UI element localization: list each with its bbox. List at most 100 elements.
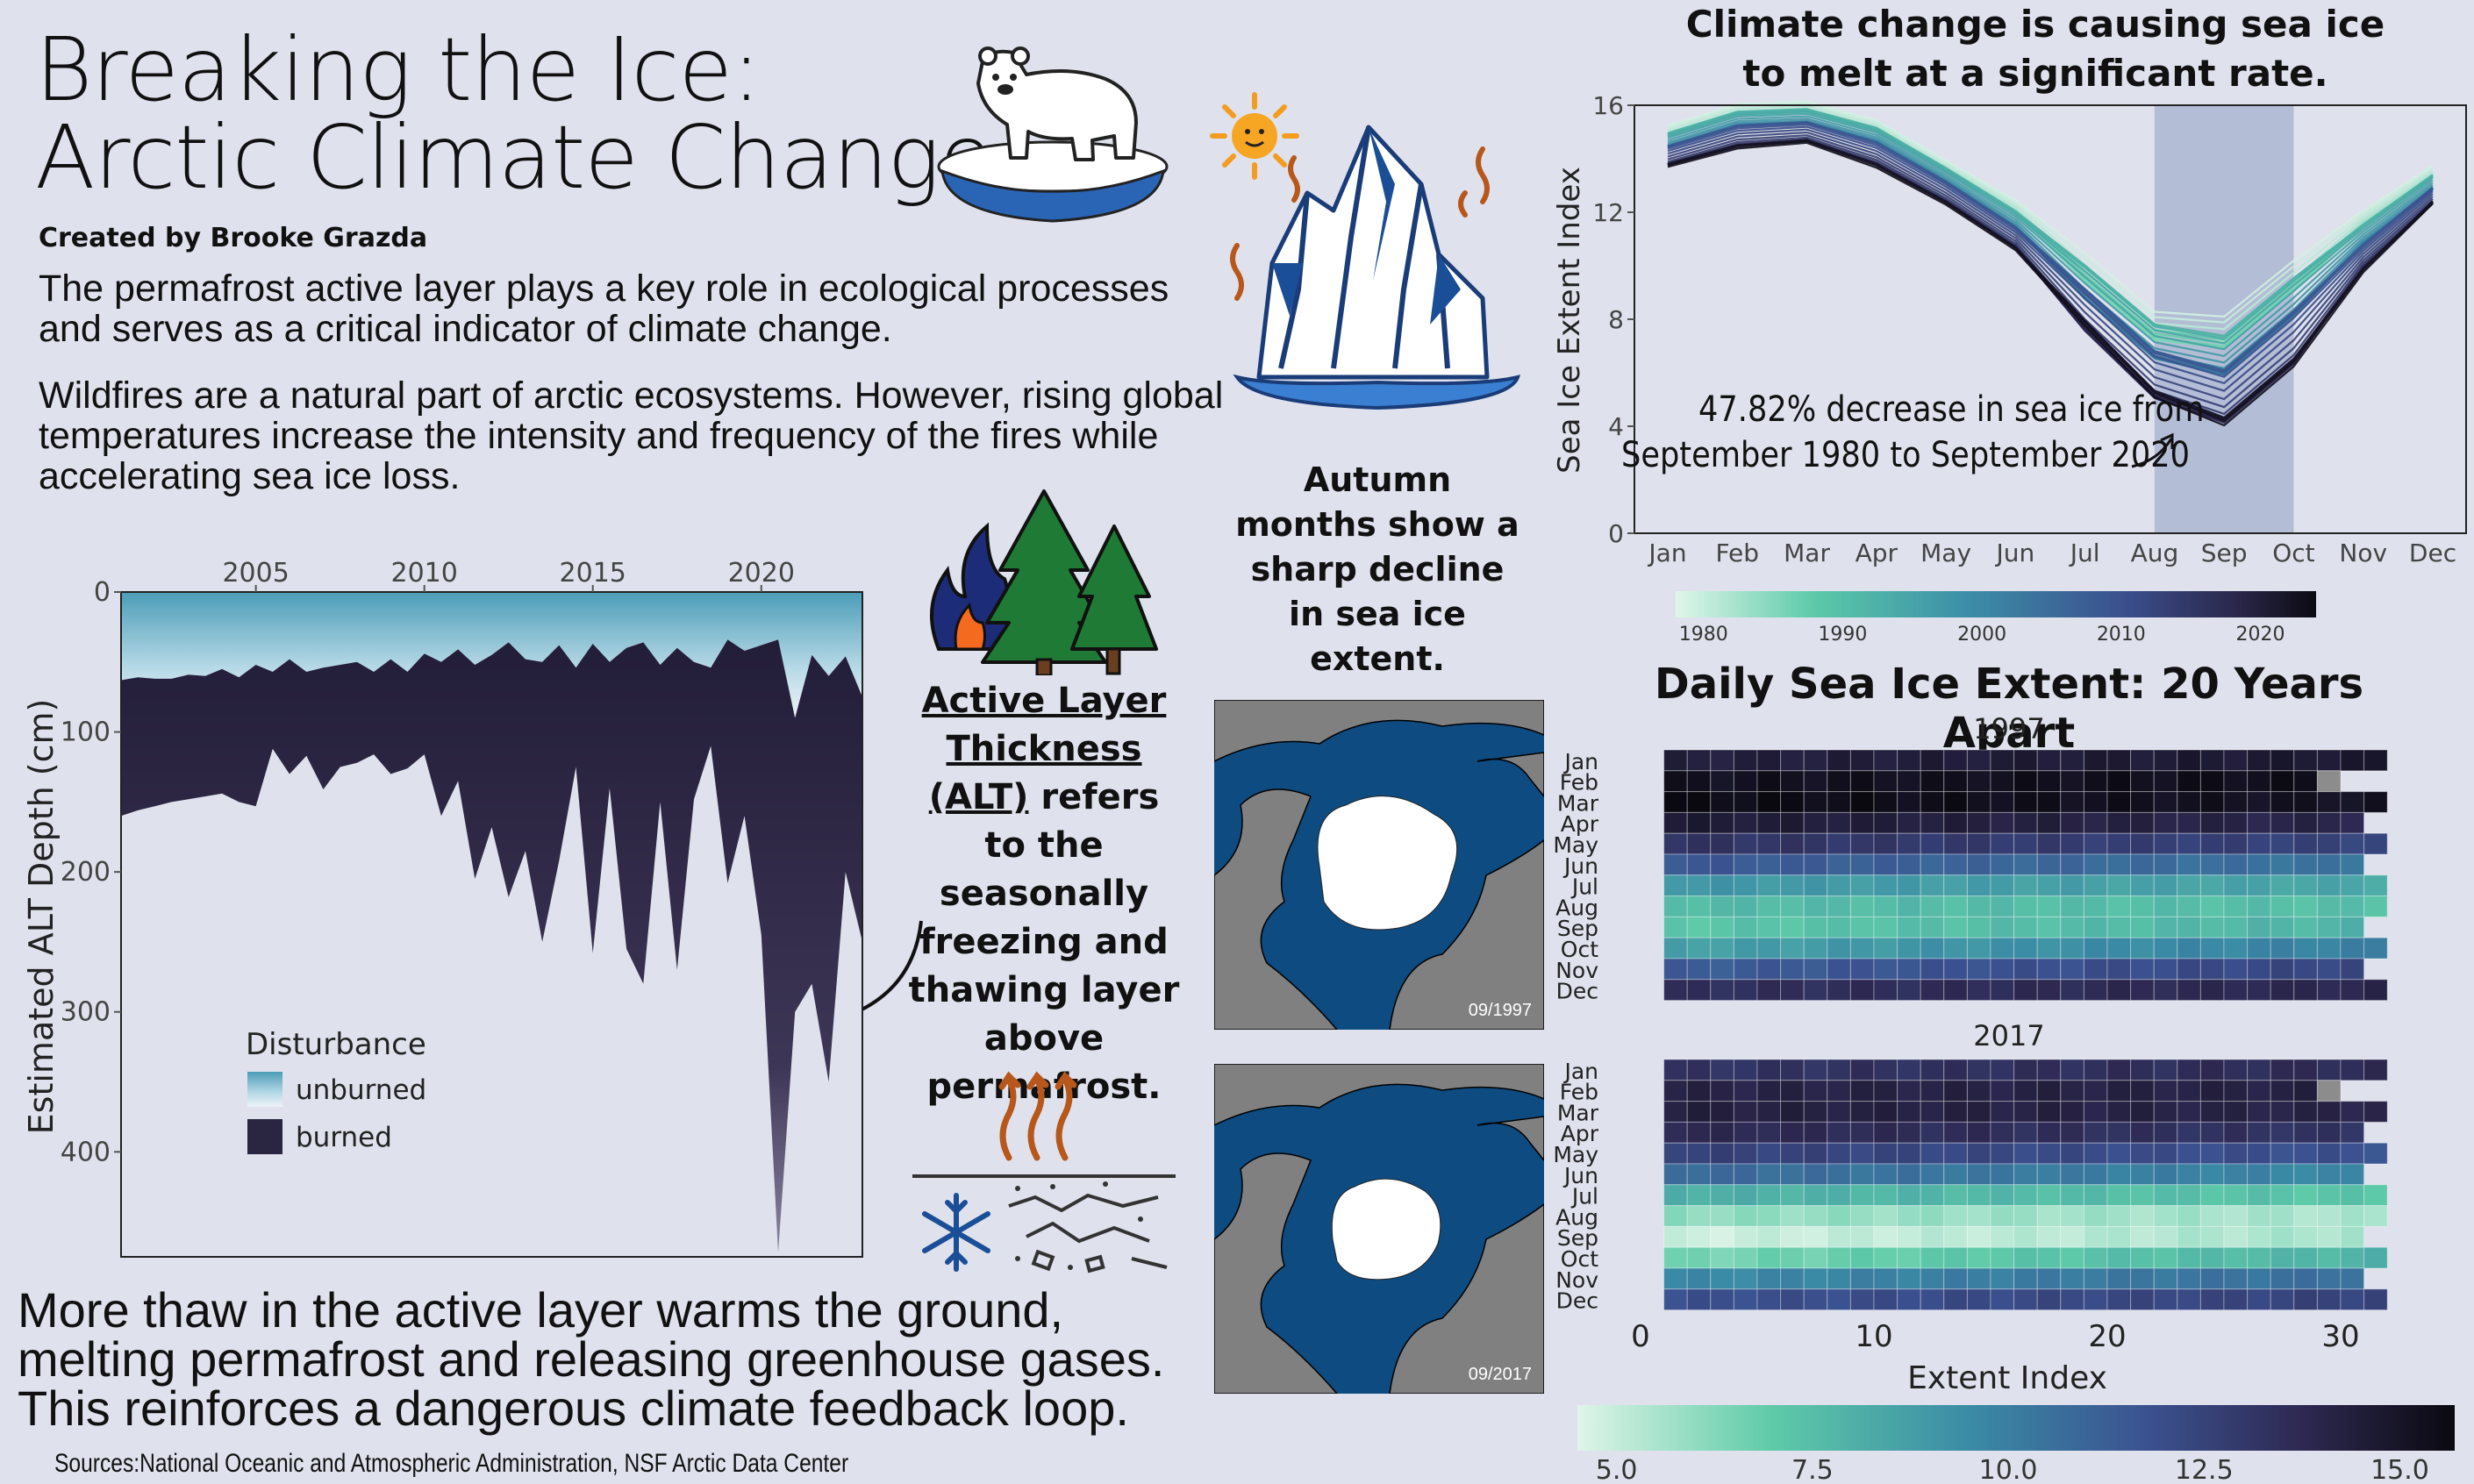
autumn-note: Autumn months show a sharp decline in se… — [1235, 460, 1519, 678]
heat-cell — [2130, 832, 2155, 855]
heat-cell — [2106, 1246, 2132, 1269]
heat-cell — [2340, 791, 2365, 813]
heat-cell — [2223, 979, 2249, 1002]
heat-cell — [2293, 791, 2318, 813]
heat-cell — [2060, 874, 2084, 897]
heat-cell — [2199, 1059, 2225, 1081]
page-title: Breaking the Ice: Arctic Climate Change — [35, 26, 993, 209]
heat-cell — [1663, 1184, 1688, 1207]
heat-cell — [1990, 1205, 2015, 1227]
heat-cell — [2223, 1267, 2249, 1290]
heat-cell — [2060, 811, 2084, 834]
heat-cell — [1849, 1288, 1875, 1311]
heat-cell — [1803, 832, 1828, 855]
heat-cell — [2106, 1184, 2132, 1207]
heat-cell — [2340, 1225, 2365, 1248]
heat-cell — [1966, 1267, 1991, 1290]
heatmap-row-label-May: May — [1553, 832, 1598, 858]
heat-cell — [1827, 1142, 1851, 1165]
alt-xtick-label-2005: 2005 — [222, 558, 289, 589]
heat-cell — [1663, 1267, 1688, 1290]
heat-cell — [2316, 916, 2342, 938]
heat-cell — [1990, 979, 2015, 1002]
heat-cell — [1966, 1288, 1991, 1311]
heat-cell — [2293, 874, 2318, 897]
heat-cell — [2177, 895, 2201, 917]
heat-cell — [2036, 1080, 2062, 1102]
heat-cell — [1873, 895, 1898, 917]
heat-cell — [1710, 1184, 1734, 1207]
heat-cell — [2293, 1225, 2318, 1248]
heat-cell — [2247, 832, 2271, 855]
heat-cell — [1780, 916, 1805, 938]
heat-cell — [1710, 916, 1734, 938]
heat-cell — [2199, 853, 2225, 876]
heat-cell — [1873, 770, 1898, 793]
heatmap-row-label-Apr: Apr — [1561, 1121, 1599, 1146]
heat-cell — [2177, 770, 2201, 793]
heat-cell — [1827, 1101, 1851, 1123]
heat-cell — [1920, 749, 1945, 772]
heatmap-row-label-Aug: Aug — [1555, 895, 1598, 920]
heat-cell — [2293, 770, 2318, 793]
wildfire-icon — [930, 489, 1158, 675]
heat-cell — [2013, 979, 2038, 1002]
heat-cell — [2223, 1184, 2249, 1207]
heat-cell — [2223, 958, 2249, 981]
heat-cell — [2293, 979, 2318, 1002]
heat-cell — [2083, 1205, 2108, 1227]
heat-cell — [1756, 1121, 1782, 1144]
heat-cell — [2247, 979, 2271, 1002]
heat-cell — [2060, 1288, 2084, 1311]
heat-cell — [2247, 1225, 2271, 1248]
heat-cell — [2013, 1121, 2038, 1144]
heat-cell — [2130, 916, 2155, 938]
heat-cell — [2153, 1101, 2178, 1123]
legend-label-unburned: unburned — [296, 1074, 426, 1106]
heat-cell — [2106, 853, 2132, 876]
heat-cell — [2060, 1121, 2084, 1144]
heat-cell — [2130, 1267, 2155, 1290]
heat-cell — [2083, 1163, 2108, 1186]
heat-cell — [2130, 1225, 2155, 1248]
heat-cell — [2199, 895, 2225, 917]
title-line-2: Arctic Climate Change — [35, 106, 993, 209]
heat-cell — [2013, 853, 2038, 876]
heat-cell — [2036, 895, 2062, 917]
heat-cell — [1733, 770, 1758, 793]
heat-cell — [2177, 853, 2201, 876]
heat-cell — [2106, 1225, 2132, 1248]
heat-cell — [2106, 1163, 2132, 1186]
heat-arrows-icon — [998, 1071, 1077, 1161]
heat-cell — [2340, 1059, 2365, 1081]
heat-cell — [2293, 1059, 2318, 1081]
heat-cell — [1943, 1225, 1968, 1248]
heat-cell — [2363, 1184, 2388, 1207]
heat-cell — [2177, 1080, 2201, 1102]
series-line-2012 — [1667, 134, 2434, 409]
heat-cell — [2223, 749, 2249, 772]
heat-cell — [1780, 937, 1805, 960]
heat-cell — [1990, 916, 2015, 938]
alt-ytick-label-300: 300 — [61, 997, 111, 1028]
heat-cell — [1990, 958, 2015, 981]
series-line-1997 — [1667, 118, 2434, 364]
heat-cell — [2083, 874, 2108, 897]
heat-cell — [2130, 770, 2155, 793]
heat-cell — [1897, 916, 1921, 938]
heatmap-row-label-Sep: Sep — [1557, 1225, 1598, 1251]
heat-cell — [2153, 1246, 2178, 1269]
heat-cell — [2270, 1101, 2295, 1123]
heat-cell — [1780, 853, 1805, 876]
heat-cell — [1966, 874, 1991, 897]
heat-cell — [2177, 1163, 2201, 1186]
heat-cell — [1686, 958, 1712, 981]
heat-cell — [2270, 1267, 2295, 1290]
heat-cell — [2060, 1246, 2084, 1269]
heat-cell — [1990, 749, 2015, 772]
heat-cell — [1733, 1121, 1758, 1144]
line-xtick-Oct: Oct — [2272, 539, 2314, 567]
heat-cell — [2177, 958, 2201, 981]
heat-cell — [1733, 1059, 1758, 1081]
heat-cell — [1920, 916, 1945, 938]
